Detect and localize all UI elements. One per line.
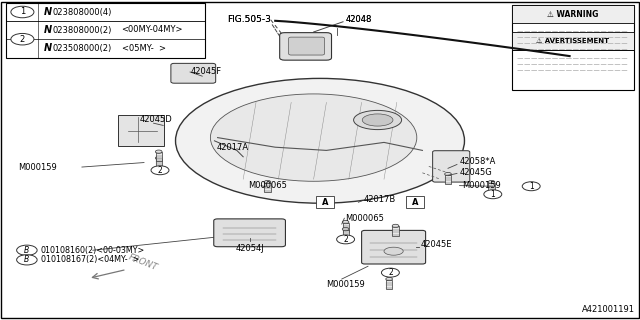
Bar [156,159,162,168]
Text: 2: 2 [157,166,163,175]
Text: N: N [44,7,52,17]
Circle shape [445,172,451,176]
Text: <05MY-  >: <05MY- > [122,44,166,53]
Circle shape [392,224,399,228]
Text: 2: 2 [343,235,348,244]
Text: 42017B: 42017B [364,196,396,204]
Bar [512,32,634,50]
Text: A: A [322,198,328,207]
Bar [342,230,349,239]
Circle shape [156,156,162,160]
Circle shape [342,228,349,231]
Bar [512,5,634,90]
FancyBboxPatch shape [280,33,332,60]
Circle shape [264,180,271,184]
Text: 42045G: 42045G [460,168,492,177]
Circle shape [17,245,37,255]
Text: B: B [24,246,29,255]
Text: FRONT: FRONT [127,253,159,273]
Text: 2: 2 [388,268,393,277]
Bar [118,115,164,146]
Text: ⚠ AVERTISSEMENT: ⚠ AVERTISSEMENT [536,38,609,44]
FancyBboxPatch shape [433,151,470,182]
Text: 2: 2 [20,35,25,44]
Text: 42045D: 42045D [140,116,172,124]
Circle shape [484,190,502,199]
Text: 42054J: 42054J [236,244,264,253]
Text: M000159: M000159 [18,163,57,172]
Text: M000159: M000159 [462,181,501,190]
Bar [445,175,451,184]
Text: 010108167(2)<04MY-  >: 010108167(2)<04MY- > [41,255,140,264]
Text: 42048: 42048 [346,15,372,24]
Circle shape [17,255,37,265]
Bar [342,223,349,232]
Text: N: N [44,25,52,35]
Text: 1: 1 [20,7,25,17]
Text: M000159: M000159 [326,280,365,289]
Text: ⚠ WARNING: ⚠ WARNING [547,10,598,19]
Circle shape [522,182,540,191]
Circle shape [337,235,355,244]
Circle shape [381,268,399,277]
Bar [392,227,399,236]
Circle shape [342,220,349,224]
Text: N: N [44,44,52,53]
Bar [156,152,162,161]
Text: 42017A: 42017A [216,143,248,152]
Bar [316,196,334,208]
Text: M000065: M000065 [346,214,385,223]
Bar [512,5,634,23]
Text: <00MY-04MY>: <00MY-04MY> [122,26,183,35]
Bar [406,196,424,208]
Text: 023808000(4): 023808000(4) [52,7,112,17]
Ellipse shape [175,78,465,203]
Text: 42045F: 42045F [191,68,222,76]
Ellipse shape [362,114,393,126]
Circle shape [11,34,34,45]
Text: 023508000(2): 023508000(2) [52,44,112,53]
Text: B: B [24,255,29,264]
Ellipse shape [211,94,417,181]
Circle shape [11,6,34,18]
Bar [264,183,271,192]
Bar [386,280,392,289]
Text: 42058*A: 42058*A [460,157,496,166]
Text: 42045E: 42045E [421,240,452,249]
FancyBboxPatch shape [362,230,426,264]
Text: FIG.505-3: FIG.505-3 [227,15,271,24]
FancyBboxPatch shape [289,37,324,55]
Text: 42048: 42048 [346,15,372,24]
Ellipse shape [353,110,402,130]
FancyBboxPatch shape [171,63,216,83]
Text: A: A [412,198,418,207]
Text: M000065: M000065 [248,181,287,190]
Text: 1: 1 [529,182,534,191]
Circle shape [156,150,162,153]
Circle shape [151,166,169,175]
Bar [488,183,495,192]
Text: FIG.505-3: FIG.505-3 [227,15,271,24]
Text: 1: 1 [490,190,495,199]
Bar [6,3,205,58]
FancyBboxPatch shape [214,219,285,247]
Text: 023808000(2): 023808000(2) [52,26,112,35]
Circle shape [386,277,392,281]
Text: 010108160(2)<00-03MY>: 010108160(2)<00-03MY> [41,246,145,255]
Ellipse shape [384,247,403,255]
Text: A421001191: A421001191 [582,305,635,314]
Circle shape [488,180,495,184]
